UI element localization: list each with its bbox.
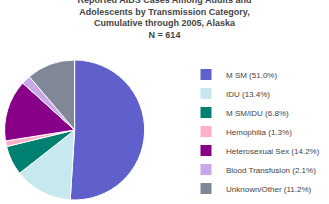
svg-text:Unknown/Other (11.2%): Unknown/Other (11.2%) bbox=[226, 185, 312, 194]
svg-text:Blood Transfusion (2.1%): Blood Transfusion (2.1%) bbox=[226, 166, 316, 175]
svg-text:Reported AIDS Cases Among Adul: Reported AIDS Cases Among Adults andAdol… bbox=[77, 0, 251, 40]
svg-text:Heterosexual Sex (14.2%): Heterosexual Sex (14.2%) bbox=[226, 147, 320, 156]
svg-text:Hemophilia (1.3%): Hemophilia (1.3%) bbox=[226, 128, 292, 137]
svg-text:M SM/IDU (6.8%): M SM/IDU (6.8%) bbox=[226, 109, 289, 118]
svg-text:IDU (13.4%): IDU (13.4%) bbox=[226, 90, 270, 99]
svg-text:M SM (51.0%): M SM (51.0%) bbox=[226, 71, 277, 80]
